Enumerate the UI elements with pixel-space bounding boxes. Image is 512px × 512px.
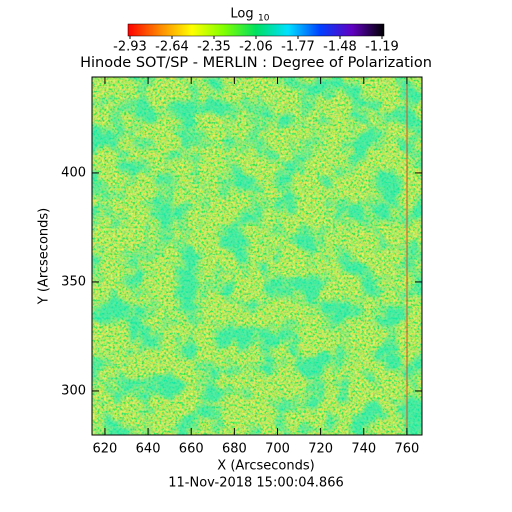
x-tick-label: 660 bbox=[179, 442, 204, 457]
colorbar bbox=[127, 23, 385, 37]
x-tick-label: 740 bbox=[351, 442, 376, 457]
footer: 11-Nov-2018 15:00:04.866 bbox=[168, 476, 344, 491]
colorbar-label-sub: 10 bbox=[258, 14, 270, 24]
image-features bbox=[92, 77, 422, 435]
x-tick-label: 620 bbox=[93, 442, 118, 457]
x-axis-label: X (Arcseconds) bbox=[217, 459, 314, 474]
x-tick-label: 680 bbox=[222, 442, 247, 457]
colorbar-tick-label: -1.19 bbox=[365, 40, 399, 55]
chart-title: Hinode SOT/SP - MERLIN : Degree of Polar… bbox=[80, 55, 432, 71]
y-axis-label: Y (Arcseconds) bbox=[37, 208, 52, 305]
colorbar-label: Log bbox=[230, 7, 253, 22]
colorbar-tick-label: -1.77 bbox=[281, 40, 315, 55]
colorbar-tick-label: -2.35 bbox=[197, 40, 231, 55]
x-tick-label: 700 bbox=[265, 442, 290, 457]
y-tick-label: 300 bbox=[61, 383, 86, 398]
x-tick-label: 640 bbox=[136, 442, 161, 457]
colorbar-tick-label: -2.93 bbox=[113, 40, 147, 55]
colorbar-tick-label: -2.64 bbox=[155, 40, 189, 55]
y-tick-label: 350 bbox=[61, 274, 86, 289]
colorbar-tick-label: -1.48 bbox=[323, 40, 357, 55]
image-area bbox=[92, 77, 422, 435]
x-tick-label: 760 bbox=[394, 442, 419, 457]
x-tick-label: 720 bbox=[308, 442, 333, 457]
plot-frame bbox=[91, 76, 423, 436]
y-tick-label: 400 bbox=[61, 165, 86, 180]
colorbar-tick-label: -2.06 bbox=[239, 40, 273, 55]
